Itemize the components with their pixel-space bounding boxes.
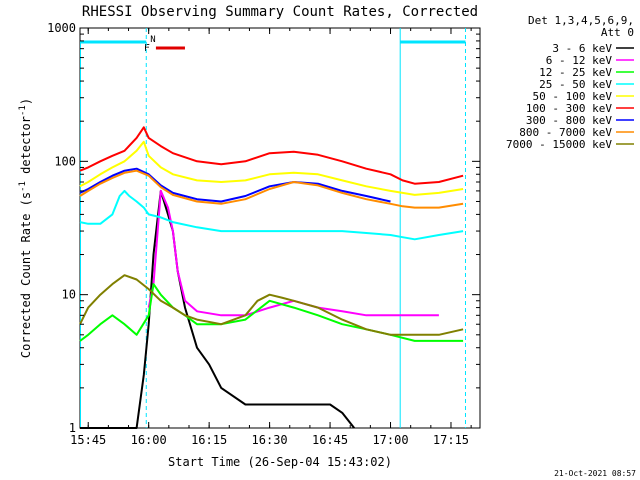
legend-header-line-1: Det 1,3,4,5,6,9,	[528, 14, 634, 27]
y-tick-label: 10	[62, 288, 76, 302]
series-layer	[79, 126, 464, 429]
y-tick-label: 1000	[47, 21, 76, 35]
footer-date: 21-Oct-2021 08:57	[554, 469, 636, 478]
x-tick-label: 16:30	[252, 433, 288, 447]
chart-title: RHESSI Observing Summary Count Rates, Co…	[82, 4, 478, 20]
legend-label: 25 - 50 keV	[539, 78, 612, 91]
series-line	[79, 169, 464, 209]
series-line	[79, 167, 391, 203]
y-tick-label: 100	[54, 154, 76, 168]
series-line	[79, 189, 464, 241]
legend-label: 100 - 300 keV	[526, 102, 612, 115]
legend-label: 6 - 12 keV	[546, 54, 613, 67]
series-line	[80, 189, 355, 429]
legend-label: 3 - 6 keV	[552, 42, 612, 55]
x-tick-label: 17:00	[372, 433, 408, 447]
series-line	[79, 126, 464, 185]
x-tick-label: 16:45	[312, 433, 348, 447]
x-axis-label: Start Time (26-Sep-04 15:43:02)	[168, 455, 392, 469]
x-tick-label: 15:45	[70, 433, 106, 447]
flag-bars: FN	[80, 28, 466, 428]
series-line	[79, 283, 464, 342]
flare-flag-label: F	[144, 43, 150, 54]
y-tick-label: 1	[69, 421, 76, 435]
x-tick-label: 17:15	[433, 433, 469, 447]
x-tick-label: 16:15	[191, 433, 227, 447]
legend-label: 50 - 100 keV	[533, 90, 613, 103]
legend-label: 12 - 25 keV	[539, 66, 612, 79]
legend-label: 7000 - 15000 keV	[506, 138, 612, 151]
series-line	[79, 140, 464, 196]
axes: 15:45 16:00 16:15 16:30 16:45 17:00 17:15 1 10 10…	[47, 21, 480, 447]
legend-label: 300 - 800 keV	[526, 114, 612, 127]
y-axis-label: Corrected Count Rate (s-1 detector-1)	[18, 98, 33, 358]
legend-label: 800 - 7000 keV	[519, 126, 612, 139]
x-tick-label: 16:00	[131, 433, 167, 447]
plot-frame	[79, 27, 481, 429]
series-line	[147, 189, 439, 317]
night-flag-label: N	[150, 35, 155, 45]
plot-area	[79, 27, 481, 429]
legend-header-line-2: Att 0	[601, 26, 634, 39]
series-line	[79, 274, 464, 336]
